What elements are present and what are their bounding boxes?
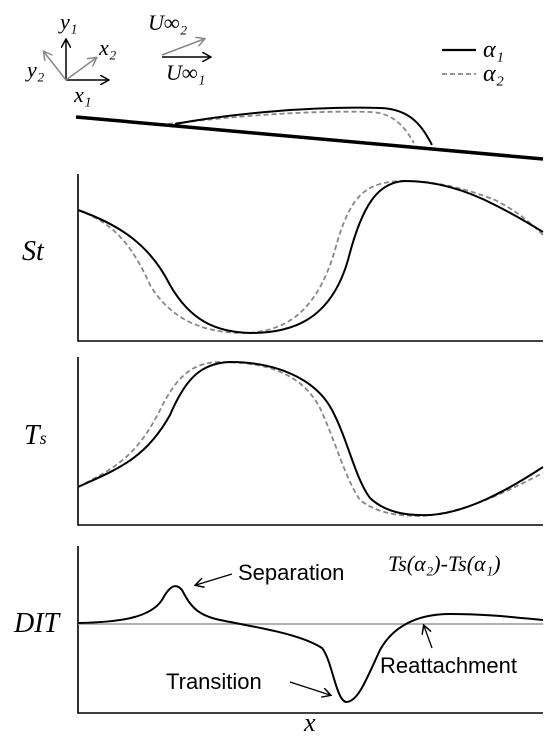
st-curve-alpha2 bbox=[77, 180, 544, 334]
reattachment-annotation: Reattachment bbox=[380, 653, 517, 678]
legend-alpha2-label: α₂ bbox=[483, 61, 504, 87]
u-inf-2-label: U∞₂ bbox=[148, 10, 188, 35]
u-inf-2-arrow bbox=[161, 39, 204, 56]
ts-ylabel-sub: s bbox=[39, 428, 47, 448]
legend bbox=[442, 48, 476, 75]
dit-ylabel: DIT bbox=[14, 608, 60, 639]
separation-bubble-alpha1 bbox=[174, 106, 433, 146]
st-ylabel: St bbox=[22, 236, 44, 267]
x1-label: x₁ bbox=[74, 82, 92, 107]
y1-label: y₁ bbox=[60, 9, 78, 34]
reattachment-pointer bbox=[424, 626, 433, 649]
ts-ylabel: Ts bbox=[24, 422, 47, 450]
separation-pointer bbox=[196, 573, 233, 585]
transition-annotation: Transition bbox=[166, 669, 262, 694]
dit-panel bbox=[77, 546, 544, 714]
x2-label: x₂ bbox=[99, 35, 117, 60]
st-panel bbox=[77, 174, 544, 342]
transition-pointer bbox=[289, 681, 330, 695]
x-axis-label: x bbox=[304, 708, 316, 737]
y2-axis-arrow bbox=[44, 52, 67, 81]
y2-label: y₂ bbox=[27, 57, 45, 82]
wall-surface bbox=[75, 115, 544, 161]
ts-ylabel-main: T bbox=[24, 420, 40, 451]
x2-axis-arrow bbox=[65, 58, 96, 81]
dit-panel-axes bbox=[77, 546, 543, 714]
ts-panel bbox=[77, 357, 544, 526]
st-panel-axes bbox=[77, 174, 543, 342]
ts-curve-alpha1 bbox=[77, 360, 544, 517]
ts-panel-axes bbox=[77, 357, 543, 526]
freestream-arrows bbox=[161, 39, 210, 57]
separation-bubble-alpha2 bbox=[167, 110, 415, 144]
dit-curve bbox=[77, 585, 544, 704]
legend-alpha1-label: α₁ bbox=[483, 37, 504, 63]
separation-annotation: Separation bbox=[238, 560, 345, 585]
ts-curve-alpha2 bbox=[77, 361, 544, 517]
dit-expression: Ts(α₂)-Ts(α₁) bbox=[388, 551, 501, 576]
u-inf-1-label: U∞₁ bbox=[166, 60, 206, 85]
st-curve-alpha1 bbox=[77, 179, 544, 335]
surface-sketch bbox=[75, 106, 544, 161]
coordinate-axes bbox=[44, 40, 108, 80]
